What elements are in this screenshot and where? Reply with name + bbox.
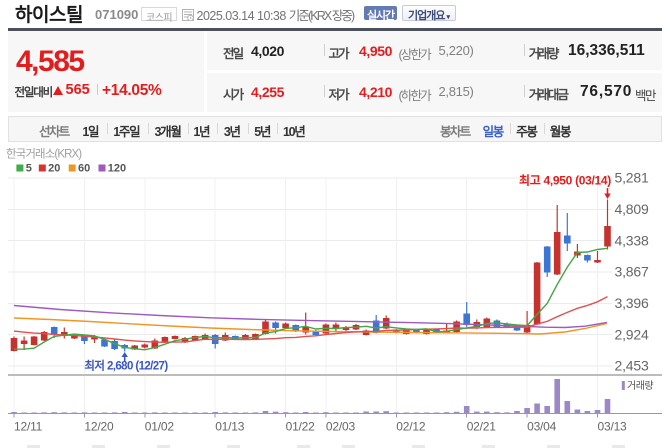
svg-text:4,809: 4,809	[615, 201, 649, 217]
svg-text:최저 2,680 (12/27): 최저 2,680 (12/27)	[84, 358, 168, 372]
svg-text:3,396: 3,396	[615, 295, 649, 311]
svg-text:02/03: 02/03	[326, 420, 356, 434]
svg-text:5,281: 5,281	[615, 170, 649, 186]
svg-text:03/13: 03/13	[598, 420, 628, 434]
svg-text:01/02: 01/02	[145, 420, 175, 434]
svg-text:3,867: 3,867	[615, 264, 649, 280]
svg-text:60: 60	[78, 163, 90, 175]
svg-text:2,924: 2,924	[615, 326, 649, 342]
svg-text:01/13: 01/13	[215, 420, 245, 434]
svg-text:02/21: 02/21	[467, 420, 497, 434]
svg-text:12/11: 12/11	[14, 420, 43, 434]
svg-text:120: 120	[108, 163, 126, 175]
svg-text:거래량: 거래량	[627, 380, 653, 392]
svg-text:01/22: 01/22	[286, 420, 316, 434]
svg-text:최고 4,950 (03/14): 최고 4,950 (03/14)	[519, 172, 611, 187]
svg-text:한국거래소(KRX): 한국거래소(KRX)	[6, 148, 82, 161]
svg-text:4,338: 4,338	[615, 232, 649, 248]
svg-text:12/20: 12/20	[84, 420, 114, 434]
svg-text:02/12: 02/12	[396, 420, 426, 434]
svg-text:20: 20	[48, 163, 60, 175]
svg-text:5: 5	[26, 163, 32, 175]
svg-text:2,453: 2,453	[615, 358, 649, 374]
svg-text:03/04: 03/04	[527, 420, 557, 434]
